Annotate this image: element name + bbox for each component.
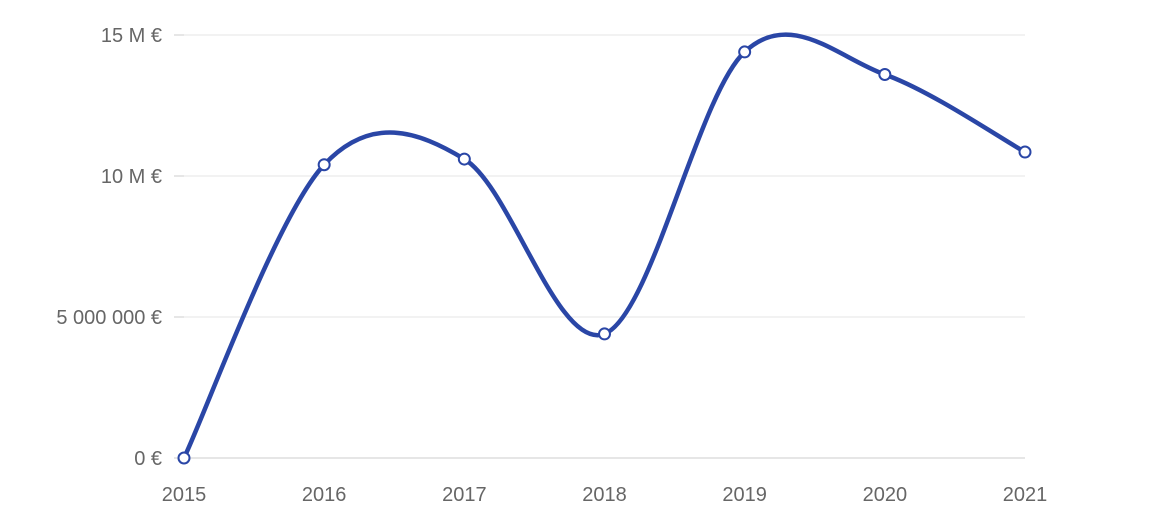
series-layer — [181, 32, 1028, 461]
y-tick-label: 10 M € — [101, 166, 162, 188]
x-tick-label: 2016 — [302, 484, 347, 506]
axis-layer: 0 € 5 000 000 € 10 M € 15 M € 2015 2016 2017 20… — [56, 25, 1047, 506]
x-tick-label: 2021 — [1003, 484, 1048, 506]
data-point-2019[interactable] — [738, 45, 752, 59]
data-point-2016[interactable] — [317, 158, 331, 172]
x-tick-label: 2018 — [582, 484, 627, 506]
data-point-2020[interactable] — [878, 67, 892, 81]
x-tick-label: 2020 — [863, 484, 908, 506]
x-tick-label: 2015 — [162, 484, 207, 506]
data-point-2018[interactable] — [598, 327, 611, 341]
y-tick-label: 5 000 000 € — [56, 307, 162, 329]
data-point-2021[interactable] — [1018, 145, 1032, 159]
point-layer — [177, 45, 1032, 465]
data-point-2017[interactable] — [457, 152, 471, 166]
x-tick-label: 2017 — [442, 484, 487, 506]
data-point-2015[interactable] — [177, 451, 191, 465]
series-line — [181, 32, 1028, 461]
y-tick-label: 0 € — [134, 448, 162, 470]
x-tick-label: 2019 — [722, 484, 767, 506]
grid-layer — [184, 34, 1025, 318]
y-tick-label: 15 M € — [101, 25, 162, 47]
